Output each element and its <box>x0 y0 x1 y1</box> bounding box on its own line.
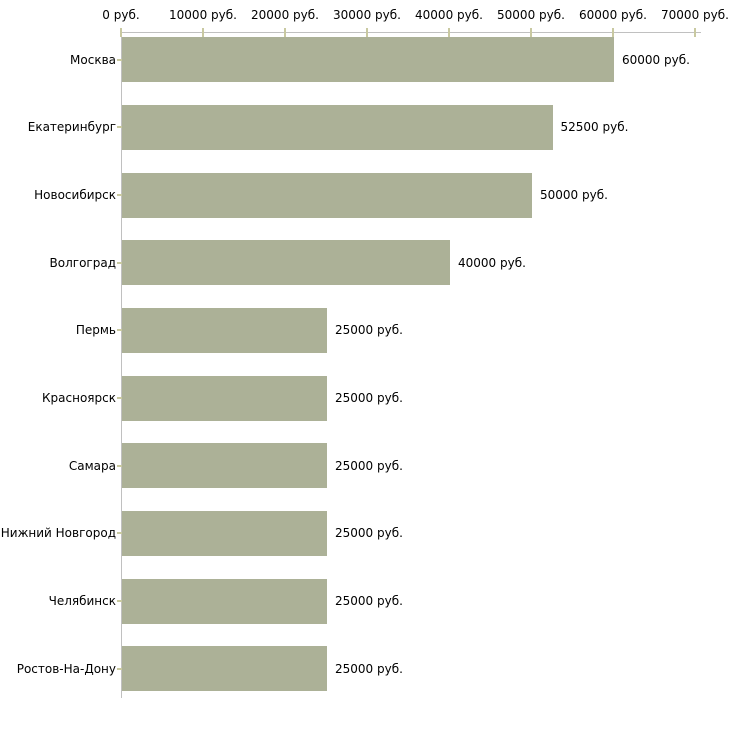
x-axis-tick-mark <box>694 28 696 37</box>
x-axis-tick-mark <box>202 28 204 37</box>
category-label: Ростов-На-Дону <box>16 661 116 676</box>
bar <box>122 510 327 556</box>
category-tick-mark <box>117 600 122 603</box>
bar <box>122 646 327 692</box>
x-axis-line <box>121 32 701 33</box>
value-label: 40000 руб. <box>458 255 526 270</box>
category-tick-mark <box>117 329 122 332</box>
category-tick-mark <box>117 532 122 535</box>
bar <box>122 240 450 286</box>
x-axis-tick-label: 50000 руб. <box>497 8 565 22</box>
x-axis-tick-label: 30000 руб. <box>333 8 401 22</box>
bar <box>122 578 327 624</box>
category-label: Пермь <box>75 323 116 338</box>
value-label: 25000 руб. <box>335 458 403 473</box>
value-label: 25000 руб. <box>335 661 403 676</box>
x-axis-tick-label: 10000 руб. <box>169 8 237 22</box>
x-axis-tick-mark <box>612 28 614 37</box>
category-label: Екатеринбург <box>27 120 116 135</box>
value-label: 25000 руб. <box>335 323 403 338</box>
category-tick-mark <box>117 397 122 400</box>
category-label: Нижний Новгород <box>0 526 116 541</box>
x-axis-tick-mark <box>530 28 532 37</box>
value-label: 60000 руб. <box>622 52 690 67</box>
bar <box>122 172 532 218</box>
x-axis-tick-label: 20000 руб. <box>251 8 319 22</box>
x-axis-tick-mark <box>284 28 286 37</box>
category-tick-mark <box>117 667 122 670</box>
category-label: Новосибирск <box>34 188 116 203</box>
x-axis-tick-mark <box>366 28 368 37</box>
category-tick-mark <box>117 464 122 467</box>
x-axis-tick-mark <box>448 28 450 37</box>
bar <box>122 307 327 353</box>
category-label: Волгоград <box>49 255 116 270</box>
value-label: 25000 руб. <box>335 391 403 406</box>
value-label: 52500 руб. <box>560 120 629 135</box>
category-tick-mark <box>117 261 122 264</box>
bar <box>122 375 327 421</box>
x-axis-tick-label: 0 руб. <box>102 8 140 22</box>
category-label: Москва <box>70 52 116 67</box>
value-label: 25000 руб. <box>335 526 403 541</box>
bar <box>122 443 327 489</box>
x-axis-tick-label: 70000 руб. <box>661 8 729 22</box>
category-label: Красноярск <box>42 391 116 406</box>
value-label: 25000 руб. <box>335 594 403 609</box>
category-tick-mark <box>117 58 122 61</box>
category-label: Челябинск <box>48 594 116 609</box>
x-axis-tick-label: 60000 руб. <box>579 8 647 22</box>
category-tick-mark <box>117 126 122 129</box>
value-label: 50000 руб. <box>540 188 608 203</box>
x-axis-tick-label: 40000 руб. <box>415 8 483 22</box>
bar <box>122 104 553 150</box>
category-tick-mark <box>117 194 122 197</box>
category-label: Самара <box>68 458 116 473</box>
bar <box>122 37 614 83</box>
x-axis-tick-mark <box>120 28 122 37</box>
y-axis-line <box>121 32 122 698</box>
